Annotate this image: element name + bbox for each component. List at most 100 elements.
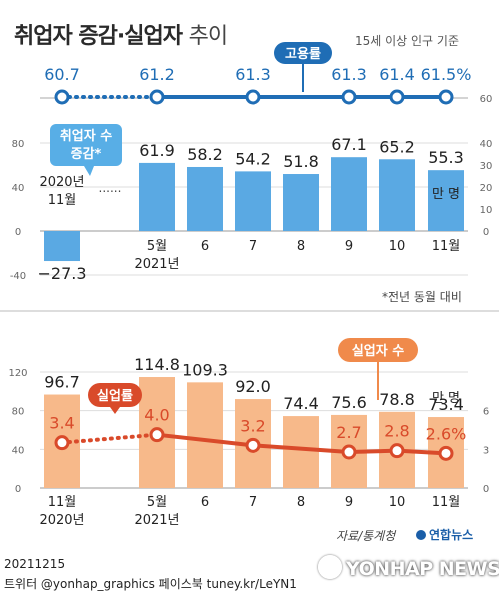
jobs-left-tick: 40 xyxy=(12,183,25,194)
jobs-value-label: −27.3 xyxy=(37,264,86,283)
unemp-value-label: 96.7 xyxy=(44,373,80,392)
unemp-x-label: 5월 xyxy=(147,495,167,510)
jobs-value-label: 61.9 xyxy=(139,141,175,160)
rate-value-label: 3.4 xyxy=(49,414,74,433)
jobs-x-label: 9 xyxy=(345,239,353,254)
chart-title: 취업자 증감·실업자 추이 xyxy=(14,24,228,49)
watermark-logo-icon xyxy=(318,555,342,579)
jobs-x-label: 8 xyxy=(297,239,305,254)
unemp-x-label: 11월 xyxy=(48,495,77,510)
unemp-value-label: 74.4 xyxy=(283,394,319,413)
logo-icon xyxy=(416,530,426,540)
jobs-x-label: 5월 xyxy=(147,239,167,254)
jobs-bar xyxy=(44,231,80,262)
jobs-start-month: 11월 xyxy=(48,193,77,208)
emp-rate-point xyxy=(341,89,357,105)
unemp-x-label: 11월 xyxy=(432,495,461,510)
emp-rate-point xyxy=(245,89,261,105)
publish-date: 20211215 xyxy=(4,557,66,571)
footnote: *전년 동월 대비 xyxy=(382,290,462,304)
unemp-value-label: 92.0 xyxy=(235,377,271,396)
emp-rate-label: 61.4 xyxy=(379,65,415,84)
jobs-right-tick: 30 xyxy=(480,161,493,172)
jobs-value-label: 65.2 xyxy=(379,137,415,156)
emp-rate-point xyxy=(389,89,405,105)
emp-rate-axis-tick: 60 xyxy=(480,94,493,105)
unemp-value-label: 73.4 xyxy=(428,395,464,414)
jobs-bar xyxy=(331,157,367,231)
rate-point xyxy=(245,437,261,453)
jobs-x-label: 11월 xyxy=(432,239,461,254)
unemp-x-label: 8 xyxy=(297,495,305,510)
jobs-x-label: 6 xyxy=(201,239,209,254)
jobs-callout xyxy=(50,124,122,166)
rate-value-label: 3.2 xyxy=(240,416,265,435)
unemp-bar xyxy=(187,382,223,488)
emp-rate-point xyxy=(438,89,454,105)
emp-rate-label: 61.5% xyxy=(421,65,472,84)
jobs-bar xyxy=(283,174,319,231)
jobs-gap-dots: ...... xyxy=(99,181,122,195)
rate-point xyxy=(149,427,165,443)
unemp-left-tick: 120 xyxy=(8,368,27,379)
jobs-x-label: 10 xyxy=(389,239,406,254)
unemp-x-label: 9 xyxy=(345,495,353,510)
jobs-callout-label-2: 증감* xyxy=(71,147,102,162)
unemp-tag xyxy=(338,338,418,362)
jobs-x-year: 2021년 xyxy=(134,257,179,272)
source-label: 자료/통계청 xyxy=(336,529,396,543)
jobs-value-label: 54.2 xyxy=(235,149,271,168)
jobs-right-tick: 0 xyxy=(483,227,489,238)
unemp-x-label: 6 xyxy=(201,495,209,510)
unemp-x-label: 10 xyxy=(389,495,406,510)
jobs-bar xyxy=(139,162,175,231)
emp-rate-label: 61.3 xyxy=(235,65,271,84)
jobs-right-tick: 10 xyxy=(480,205,493,216)
social-links: 트위터 @yonhap_graphics 페이스북 tuney.kr/LeYN1 xyxy=(4,577,297,591)
rate-point xyxy=(438,445,454,461)
unemp-x-year: 2021년 xyxy=(134,513,179,528)
unemp-unit-label: 만 명 xyxy=(432,391,460,406)
jobs-left-tick: -40 xyxy=(10,271,26,282)
emp-rate-label: 61.2 xyxy=(139,65,175,84)
jobs-bar xyxy=(428,170,464,231)
jobs-bar xyxy=(187,166,223,231)
jobs-callout-pointer xyxy=(84,166,94,176)
rate-tag xyxy=(88,383,142,407)
jobs-bar xyxy=(379,159,415,231)
jobs-start-year: 2020년 xyxy=(39,175,84,190)
unemp-bar xyxy=(283,416,319,488)
unemp-left-tick: 80 xyxy=(12,407,25,418)
unemp-value-label: 75.6 xyxy=(331,393,367,412)
jobs-right-tick: 40 xyxy=(480,139,493,150)
jobs-callout-label-1: 취업자 수 xyxy=(60,128,112,144)
rate-right-tick: 3 xyxy=(483,445,489,456)
rate-tag-pointer xyxy=(110,407,120,414)
jobs-value-label: 51.8 xyxy=(283,152,319,171)
emp-rate-label: 60.7 xyxy=(44,65,80,84)
rate-value-label: 2.7 xyxy=(336,423,361,442)
unemp-left-tick: 0 xyxy=(15,484,21,495)
population-note: 15세 이상 인구 기준 xyxy=(355,34,459,48)
unemp-x-year: 2020년 xyxy=(39,513,84,528)
jobs-value-label: 58.2 xyxy=(187,145,223,164)
jobs-left-tick: 80 xyxy=(12,139,25,150)
rate-value-label: 4.0 xyxy=(144,406,169,425)
rate-line-gap xyxy=(60,432,159,445)
unemp-value-label: 114.8 xyxy=(134,355,180,374)
jobs-unit-label: 만 명 xyxy=(432,187,460,202)
emp-rate-tag xyxy=(274,42,332,64)
unemp-tag-label: 실업자 수 xyxy=(352,343,404,359)
unemp-value-label: 78.8 xyxy=(379,390,415,409)
rate-value-label: 2.6% xyxy=(426,424,467,443)
emp-rate-tag-label: 고용률 xyxy=(285,46,321,62)
jobs-x-label: 7 xyxy=(249,239,257,254)
jobs-left-tick: 0 xyxy=(15,227,21,238)
rate-point xyxy=(54,435,70,451)
rate-value-label: 2.8 xyxy=(384,422,409,441)
jobs-right-tick: 20 xyxy=(480,183,493,194)
jobs-bar xyxy=(235,171,271,231)
jobs-value-label: 67.1 xyxy=(331,135,367,154)
rate-point xyxy=(341,444,357,460)
